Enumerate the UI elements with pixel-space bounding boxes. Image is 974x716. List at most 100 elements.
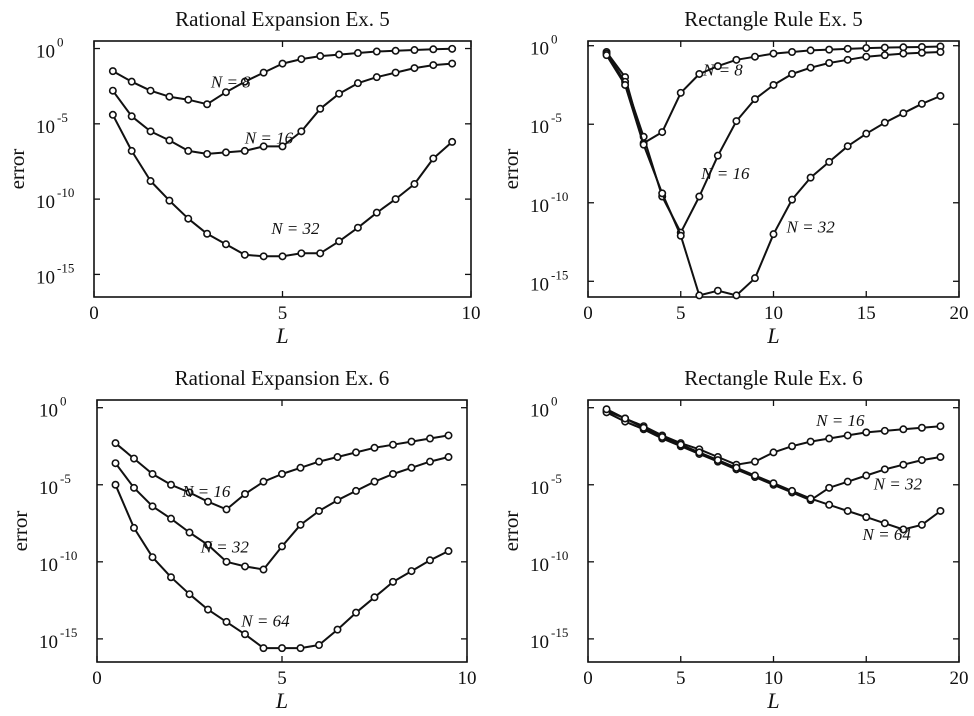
- series-line: [112, 47, 453, 106]
- x-tick-label: 0: [89, 303, 99, 324]
- series-label: N = 64: [862, 525, 912, 544]
- data-point: [676, 88, 685, 97]
- data-point: [407, 437, 416, 446]
- data-point: [391, 46, 400, 55]
- data-point: [130, 483, 139, 492]
- data-point: [448, 137, 457, 146]
- data-point: [639, 423, 648, 432]
- data-point: [185, 488, 194, 497]
- y-tick-base: 10: [36, 42, 55, 63]
- data-point: [277, 469, 286, 478]
- series-label: N = 64: [240, 612, 290, 631]
- data-point: [750, 52, 759, 61]
- data-point: [806, 63, 815, 72]
- x-tick-label: 5: [676, 303, 686, 324]
- data-point: [241, 630, 250, 639]
- data-point: [862, 52, 871, 61]
- y-axis-label: error: [499, 149, 523, 190]
- data-point: [602, 405, 611, 414]
- y-tick-label: 10 -5: [39, 471, 71, 499]
- data-point: [602, 51, 611, 60]
- data-point: [240, 250, 249, 259]
- series-3: N = 64: [111, 480, 453, 653]
- data-point: [296, 463, 305, 472]
- data-point: [203, 229, 212, 238]
- x-tick-label: 5: [278, 303, 288, 324]
- data-point: [917, 423, 926, 432]
- data-point: [713, 286, 722, 295]
- data-point: [936, 453, 945, 462]
- y-tick-base: 10: [530, 274, 549, 295]
- data-point: [353, 223, 362, 232]
- data-point: [936, 47, 945, 56]
- data-point: [621, 414, 630, 423]
- y-axis-label: error: [8, 511, 32, 552]
- x-tick-label: 10: [764, 303, 783, 324]
- x-tick-label: 10: [764, 668, 783, 689]
- y-tick-exponent: -15: [551, 267, 568, 282]
- data-point: [388, 469, 397, 478]
- y-tick-label: 10 -10: [530, 548, 568, 576]
- x-tick-label: 5: [676, 668, 686, 689]
- y-tick-exponent: 0: [551, 32, 558, 47]
- data-point: [676, 231, 685, 240]
- data-point: [130, 454, 139, 463]
- data-point: [277, 644, 286, 653]
- data-point: [185, 590, 194, 599]
- y-tick-exponent: -5: [551, 110, 562, 125]
- y-tick-base: 10: [530, 632, 549, 653]
- data-point: [880, 426, 889, 435]
- data-point: [444, 431, 453, 440]
- y-tick-label: 10 -10: [39, 548, 77, 576]
- data-point: [862, 44, 871, 53]
- y-tick-exponent: -10: [60, 548, 77, 563]
- data-point: [825, 45, 834, 54]
- data-point: [259, 142, 268, 151]
- data-point: [917, 99, 926, 108]
- series-1: N = 16: [602, 406, 945, 469]
- data-point: [388, 577, 397, 586]
- y-tick-label: 10 0: [36, 35, 64, 63]
- data-point: [862, 471, 871, 480]
- data-point: [788, 486, 797, 495]
- data-point: [713, 151, 722, 160]
- data-point: [204, 540, 213, 549]
- data-point: [146, 177, 155, 186]
- data-point: [167, 480, 176, 489]
- data-point: [240, 77, 249, 86]
- x-tick-label: 15: [857, 303, 876, 324]
- data-point: [370, 593, 379, 602]
- y-tick-base: 10: [530, 39, 549, 60]
- chart-title: Rational Expansion Ex. 5: [175, 7, 390, 31]
- data-point: [658, 189, 667, 198]
- data-point: [296, 520, 305, 529]
- data-point: [370, 443, 379, 452]
- chart-title: Rectangle Rule Ex. 6: [684, 366, 862, 390]
- y-tick-label: 10 0: [530, 32, 558, 60]
- data-point: [732, 117, 741, 126]
- data-point: [732, 463, 741, 472]
- data-point: [936, 506, 945, 515]
- data-point: [277, 542, 286, 551]
- data-point: [825, 483, 834, 492]
- x-tick-label: 10: [458, 668, 477, 689]
- y-tick-base: 10: [39, 478, 58, 499]
- data-point: [391, 68, 400, 77]
- y-tick-base: 10: [530, 117, 549, 138]
- data-point: [203, 100, 212, 109]
- series-label: N = 16: [244, 128, 294, 147]
- series-line: [606, 408, 942, 531]
- data-point: [333, 625, 342, 634]
- data-point: [444, 453, 453, 462]
- series-label: N = 16: [815, 411, 865, 430]
- data-point: [222, 505, 231, 514]
- plot-frame: [587, 40, 960, 298]
- data-point: [111, 480, 120, 489]
- data-point: [732, 55, 741, 64]
- data-point: [127, 77, 136, 86]
- y-tick-exponent: -5: [60, 471, 71, 486]
- y-tick-label: 10 -5: [530, 471, 562, 499]
- data-point: [370, 477, 379, 486]
- data-point: [391, 195, 400, 204]
